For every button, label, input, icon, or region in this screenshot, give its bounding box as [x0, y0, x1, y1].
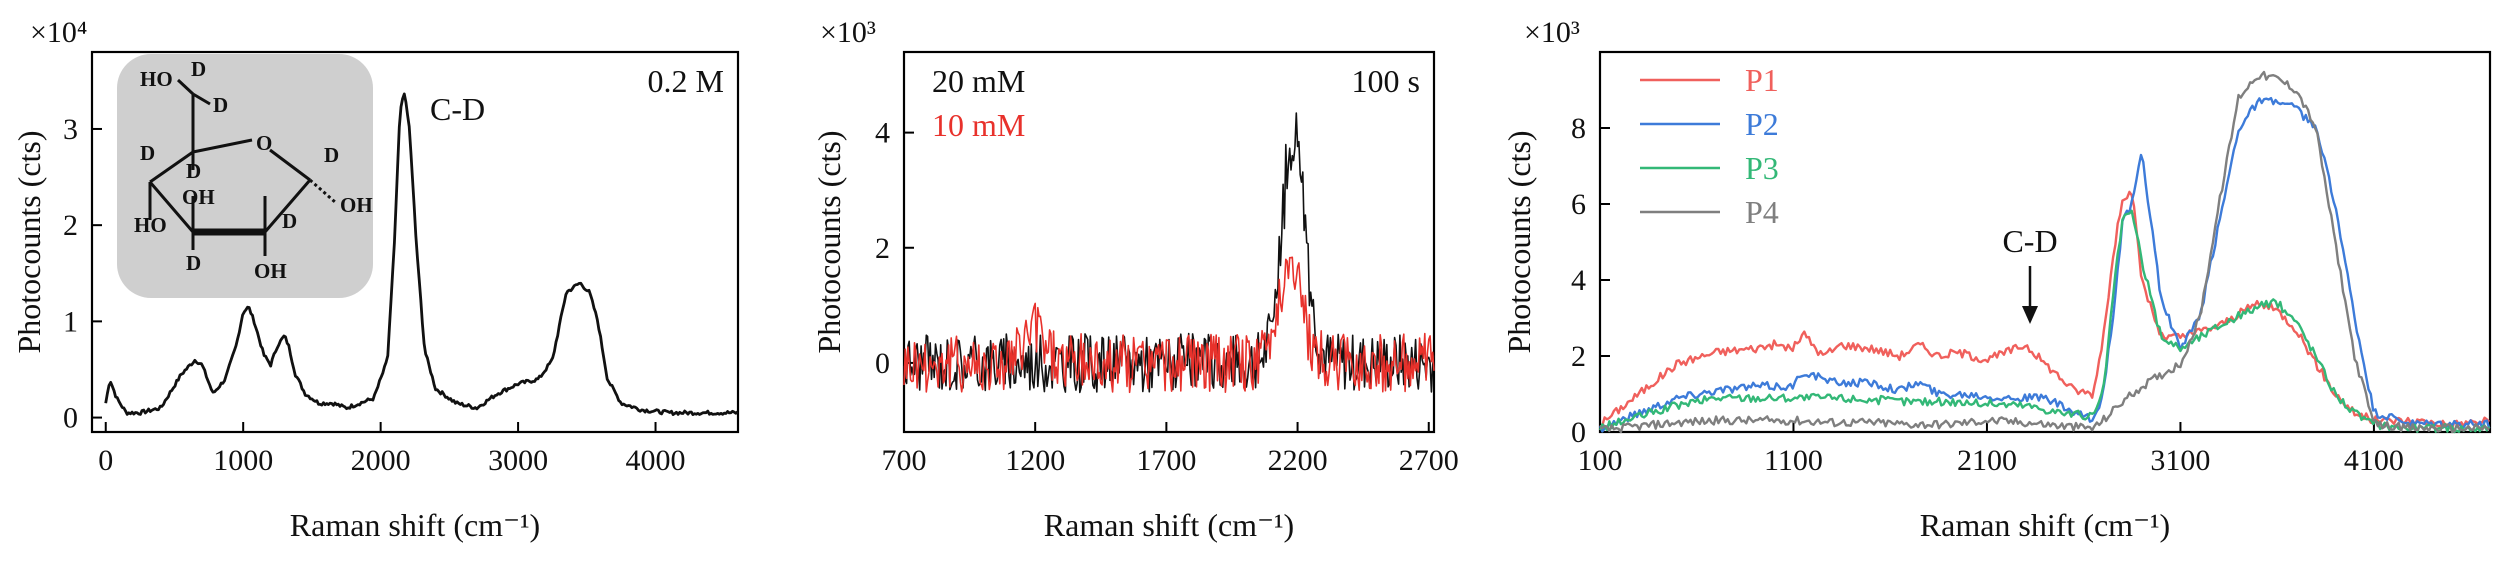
- deuterium-labels: D D D D D D D: [140, 57, 339, 275]
- legend-item-p4: P4: [1640, 194, 1779, 230]
- panel-3-ytick-label-3: 6: [1571, 188, 1586, 221]
- panel-2: 700 1200 1700 2200 2700 0 2 4 ×10³ Photocounts …: [811, 16, 1459, 543]
- panel-2-xtick-label-0: 700: [882, 444, 927, 477]
- panel-3-axes-frame: [1598, 50, 2492, 434]
- label-ho-left: HO: [134, 213, 167, 237]
- bond-c5-c4: [149, 150, 194, 184]
- panel-3-ytick-label-4: 8: [1571, 112, 1586, 145]
- panel-2-xtick-label-2: 1700: [1136, 444, 1196, 477]
- panel-3-series-P2-line: [1598, 96, 2491, 433]
- bond-c2-c1: [263, 179, 312, 233]
- panel-1-y-multiplier: ×10⁴: [30, 16, 87, 49]
- panel-3-x-axis-title: Raman shift (cm⁻¹): [1920, 507, 2170, 543]
- legend-item-p3: P3: [1640, 150, 1779, 186]
- panel-3-y-axis-title: Photocounts (cts): [1501, 130, 1537, 353]
- panel-3-series-P3-line: [1598, 209, 2491, 434]
- legend-item-p1: P1: [1640, 62, 1779, 98]
- panel-1-ytick-label-2: 2: [63, 209, 78, 242]
- d-label-4: D: [140, 141, 155, 165]
- legend-label-p3: P3: [1745, 150, 1779, 186]
- panel-1-x-axis-title: Raman shift (cm⁻¹): [290, 507, 540, 543]
- panel-3-y-multiplier: ×10³: [1524, 16, 1580, 49]
- panel-1-series: [104, 92, 739, 417]
- atom-labels: HO OH OH OH HO O: [134, 67, 373, 283]
- glucose-ring-bonds: [148, 78, 336, 256]
- panel-2-series: [903, 112, 1435, 394]
- cd-arrow-head: [2022, 306, 2038, 324]
- panel-1-ticks: 0 1000 2000 3000 4000 0 1 2 3: [63, 113, 686, 477]
- panel-2-xtick-label-1: 1200: [1005, 444, 1065, 477]
- panel-1-y-axis-title: Photocounts (cts): [11, 130, 47, 353]
- label-ho-top: HO: [140, 67, 173, 91]
- panel-1: 0 1000 2000 3000 4000 0 1 2 3 ×10⁴ Photocounts (…: [11, 16, 740, 543]
- panel-2-ytick-label-2: 4: [875, 117, 890, 150]
- label-oh-mid: OH: [182, 185, 215, 209]
- label-ring-oxygen: O: [256, 131, 272, 155]
- legend-label-p4: P4: [1745, 194, 1779, 230]
- panel-1-axes-frame: [90, 50, 740, 434]
- panel-2-series-1-line: [903, 256, 1435, 394]
- panel-1-annotation-conc: 0.2 M: [648, 63, 724, 99]
- panel-3: 100 1100 2100 3100 4100 0 2 4 6 8 ×10³ Photocount…: [1501, 16, 2492, 543]
- panel-3-ytick-label-0: 0: [1571, 416, 1586, 449]
- legend-label-p2: P2: [1745, 106, 1779, 142]
- panel-2-y-multiplier: ×10³: [820, 16, 876, 49]
- panel-3-ticks: 100 1100 2100 3100 4100 0 2 4 6 8: [1571, 112, 2404, 477]
- panel-2-ytick-label-0: 0: [875, 347, 890, 380]
- panel-3-ytick-label-1: 2: [1571, 340, 1586, 373]
- panel-1-xtick-label-4: 4000: [626, 444, 686, 477]
- panel-3-xtick-label-4: 4100: [2344, 444, 2404, 477]
- panel-1-xtick-label-2: 2000: [351, 444, 411, 477]
- panel-2-x-axis-title: Raman shift (cm⁻¹): [1044, 507, 1294, 543]
- glucose-structure-inset: HO OH OH OH HO O D D D D D D D: [117, 54, 373, 298]
- legend-label-p1: P1: [1745, 62, 1779, 98]
- inset-background: [117, 54, 373, 298]
- panel-1-spectrum-line: [104, 92, 739, 417]
- bond-c4-c3: [148, 181, 195, 233]
- panel-1-xtick-label-3: 3000: [488, 444, 548, 477]
- panel-3-legend: P1 P2 P3 P4: [1640, 62, 1779, 230]
- d-label-1: D: [191, 57, 206, 81]
- label-oh-bottom: OH: [254, 259, 287, 283]
- panel-2-annotation-time: 100 s: [1352, 63, 1420, 99]
- d-label-7: D: [282, 209, 297, 233]
- panel-2-axes-frame: [902, 50, 1436, 434]
- panel-2-ticks: 700 1200 1700 2200 2700 0 2 4: [875, 117, 1459, 477]
- panel-3-xtick-label-1: 1100: [1764, 444, 1823, 477]
- legend-10mm: 10 mM: [932, 107, 1025, 143]
- label-oh-right: OH: [340, 193, 373, 217]
- panel-1-xtick-label-0: 0: [98, 444, 113, 477]
- bond-o-c1: [269, 148, 311, 182]
- panel-2-xtick-label-3: 2200: [1268, 444, 1328, 477]
- d-label-3: D: [186, 159, 201, 183]
- panel-3-annotation-cd: C-D: [2002, 223, 2057, 259]
- panel-2-xtick-label-4: 2700: [1399, 444, 1459, 477]
- d-label-5: D: [324, 143, 339, 167]
- panel-3-ytick-label-2: 4: [1571, 264, 1586, 297]
- d-label-6: D: [186, 251, 201, 275]
- bond-c5-o: [192, 138, 253, 154]
- bond-c6-d: [192, 92, 211, 106]
- panel-3-series: [1598, 70, 2491, 434]
- cd-arrow: [2022, 266, 2038, 324]
- panel-3-series-P4-line: [1599, 70, 2490, 434]
- panel-1-ytick-label-0: 0: [63, 402, 78, 435]
- panel-3-xtick-label-2: 2100: [1957, 444, 2017, 477]
- panel-2-ytick-label-1: 2: [875, 232, 890, 265]
- panel-1-xtick-label-1: 1000: [213, 444, 273, 477]
- legend-item-p2: P2: [1640, 106, 1779, 142]
- panel-1-ytick-label-1: 1: [63, 305, 78, 338]
- legend-20mm: 20 mM: [932, 63, 1025, 99]
- bond-c6-ho: [176, 78, 195, 96]
- panel-3-xtick-label-0: 100: [1578, 444, 1623, 477]
- panel-3-xtick-label-3: 3100: [2150, 444, 2210, 477]
- panel-2-y-axis-title: Photocounts (cts): [811, 130, 847, 353]
- panel-1-ytick-label-3: 3: [63, 113, 78, 146]
- d-label-2: D: [213, 93, 228, 117]
- panel-1-annotation-cd: C-D: [430, 91, 485, 127]
